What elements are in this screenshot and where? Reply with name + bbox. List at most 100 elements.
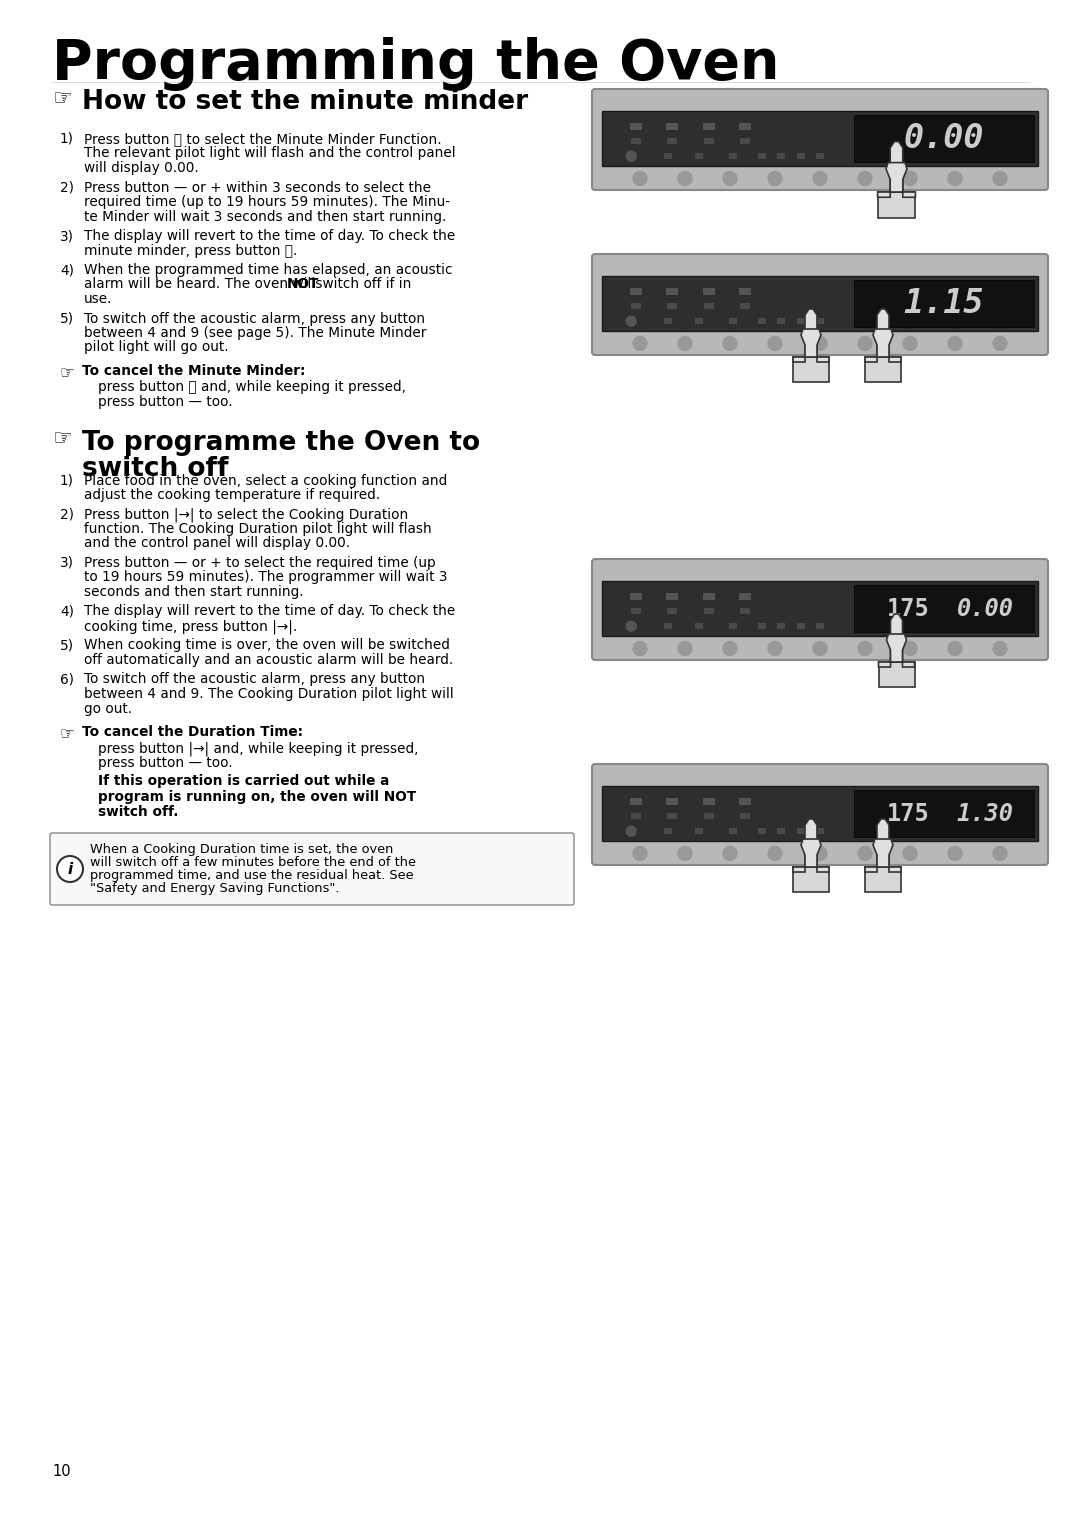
Bar <box>703 594 715 600</box>
Bar <box>740 139 750 145</box>
Circle shape <box>678 641 692 655</box>
Polygon shape <box>793 838 829 872</box>
Text: go out.: go out. <box>84 701 132 716</box>
Circle shape <box>678 171 692 185</box>
Text: 1.15: 1.15 <box>904 287 984 321</box>
Bar <box>854 115 1034 162</box>
Text: press button — too.: press button — too. <box>98 756 232 770</box>
Text: 3): 3) <box>60 229 75 243</box>
Text: 2): 2) <box>60 507 75 522</box>
Bar <box>778 153 785 159</box>
Polygon shape <box>890 142 903 192</box>
Text: To cancel the Duration Time:: To cancel the Duration Time: <box>82 725 303 739</box>
Text: 0.00: 0.00 <box>904 122 984 156</box>
Circle shape <box>723 846 737 860</box>
Text: 4): 4) <box>60 263 75 276</box>
Circle shape <box>723 641 737 655</box>
Polygon shape <box>878 162 916 197</box>
Bar <box>729 318 737 324</box>
Circle shape <box>768 641 782 655</box>
Bar <box>704 139 714 145</box>
Bar <box>630 594 642 600</box>
Circle shape <box>903 846 917 860</box>
Bar <box>704 304 714 310</box>
Polygon shape <box>877 308 889 357</box>
Circle shape <box>678 846 692 860</box>
Text: 175: 175 <box>887 802 930 826</box>
Text: When a Cooking Duration time is set, the oven: When a Cooking Duration time is set, the… <box>90 843 393 857</box>
Polygon shape <box>878 192 916 218</box>
Circle shape <box>633 641 647 655</box>
Polygon shape <box>793 357 829 382</box>
FancyBboxPatch shape <box>592 89 1048 189</box>
Circle shape <box>858 641 872 655</box>
Bar <box>739 594 751 600</box>
Text: pilot light will go out.: pilot light will go out. <box>84 341 229 354</box>
Bar <box>740 304 750 310</box>
Text: To cancel the Minute Minder:: To cancel the Minute Minder: <box>82 363 306 379</box>
Bar <box>739 289 751 295</box>
Text: adjust the cooking temperature if required.: adjust the cooking temperature if requir… <box>84 489 380 502</box>
Text: To switch off the acoustic alarm, press any button: To switch off the acoustic alarm, press … <box>84 672 426 687</box>
Circle shape <box>57 857 83 883</box>
Text: switch off.: switch off. <box>98 806 178 820</box>
Bar <box>758 623 766 629</box>
Text: 0.00: 0.00 <box>957 597 1014 620</box>
Bar <box>797 153 805 159</box>
Circle shape <box>768 336 782 351</box>
Text: 1.30: 1.30 <box>957 802 1014 826</box>
Text: i: i <box>67 861 72 876</box>
Text: 1): 1) <box>60 131 75 147</box>
Bar <box>663 623 672 629</box>
Circle shape <box>723 171 737 185</box>
Circle shape <box>626 621 636 631</box>
Bar <box>631 139 642 145</box>
Circle shape <box>903 336 917 351</box>
Circle shape <box>948 641 962 655</box>
Circle shape <box>993 846 1007 860</box>
Text: required time (up to 19 hours 59 minutes). The Minu-: required time (up to 19 hours 59 minutes… <box>84 195 450 209</box>
Circle shape <box>678 336 692 351</box>
Text: 1): 1) <box>60 473 75 487</box>
Text: off automatically and an acoustic alarm will be heard.: off automatically and an acoustic alarm … <box>84 654 454 667</box>
Polygon shape <box>865 328 901 362</box>
Bar <box>854 789 1034 837</box>
Bar <box>602 276 1038 331</box>
Text: Programming the Oven: Programming the Oven <box>52 37 780 92</box>
Circle shape <box>626 826 636 837</box>
Bar <box>703 289 715 295</box>
Bar <box>704 814 714 820</box>
Text: NOT: NOT <box>287 278 320 292</box>
Text: and the control panel will display 0.00.: and the control panel will display 0.00. <box>84 536 350 551</box>
Circle shape <box>993 641 1007 655</box>
Bar <box>704 608 714 614</box>
Bar <box>694 318 703 324</box>
Polygon shape <box>878 663 915 687</box>
Text: between 4 and 9 (see page 5). The Minute Minder: between 4 and 9 (see page 5). The Minute… <box>84 325 427 341</box>
Text: Press button ⓠ to select the Minute Minder Function.: Press button ⓠ to select the Minute Mind… <box>84 131 442 147</box>
Bar <box>797 623 805 629</box>
Text: function. The Cooking Duration pilot light will flash: function. The Cooking Duration pilot lig… <box>84 522 432 536</box>
Bar <box>663 153 672 159</box>
Bar <box>778 318 785 324</box>
Circle shape <box>948 336 962 351</box>
Text: press button ⓠ and, while keeping it pressed,: press button ⓠ and, while keeping it pre… <box>98 380 406 394</box>
Bar <box>667 139 677 145</box>
Text: How to set the minute minder: How to set the minute minder <box>82 89 528 115</box>
Text: When cooking time is over, the oven will be switched: When cooking time is over, the oven will… <box>84 638 450 652</box>
Bar <box>739 799 751 805</box>
Text: 2): 2) <box>60 180 75 194</box>
Circle shape <box>813 336 827 351</box>
Bar <box>694 623 703 629</box>
Polygon shape <box>793 867 829 892</box>
Circle shape <box>768 846 782 860</box>
Text: use.: use. <box>84 292 112 305</box>
Text: 6): 6) <box>60 672 75 687</box>
Bar <box>631 608 642 614</box>
FancyBboxPatch shape <box>592 253 1048 354</box>
Circle shape <box>813 846 827 860</box>
Polygon shape <box>805 818 816 867</box>
Bar <box>602 786 1038 841</box>
Polygon shape <box>805 308 816 357</box>
Text: press button — too.: press button — too. <box>98 395 232 409</box>
